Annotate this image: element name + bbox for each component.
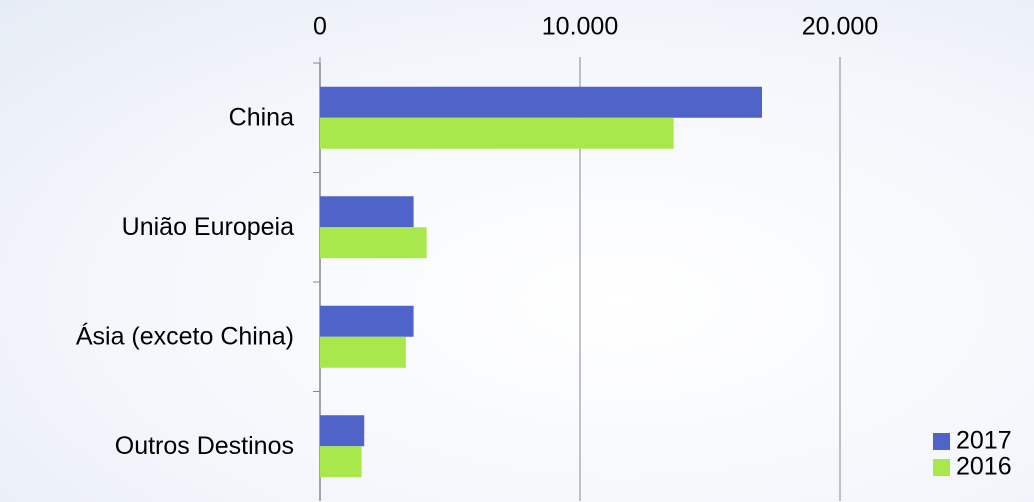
x-tick-label: 0 [313,13,327,41]
bar [320,336,406,368]
bar [320,196,414,228]
legend-label: 2017 [956,427,1012,455]
y-tick-label: União Europeia [122,213,294,241]
bar [320,415,365,447]
bar [320,227,427,259]
x-tick-label: 10.000 [542,13,618,41]
x-tick-label: 20.000 [802,13,878,41]
bar [320,117,674,149]
y-tick-label: Ásia (exceto China) [76,321,294,350]
y-tick-label: China [229,103,294,131]
legend-label: 2016 [956,453,1012,481]
bar [320,446,362,478]
legend-swatch [933,433,950,450]
bar [320,305,414,337]
legend-swatch [933,459,950,476]
bar [320,86,762,118]
y-tick-label: Outros Destinos [115,432,294,460]
